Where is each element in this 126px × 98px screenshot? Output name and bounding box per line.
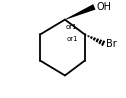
Polygon shape (90, 36, 93, 39)
Polygon shape (65, 4, 96, 20)
Polygon shape (98, 39, 102, 44)
Polygon shape (101, 40, 105, 46)
Text: Br: Br (106, 39, 117, 49)
Text: or1: or1 (67, 36, 78, 42)
Text: or1: or1 (66, 24, 78, 30)
Polygon shape (93, 37, 96, 41)
Polygon shape (96, 38, 99, 43)
Polygon shape (84, 34, 87, 36)
Text: OH: OH (96, 2, 111, 12)
Polygon shape (87, 35, 90, 37)
